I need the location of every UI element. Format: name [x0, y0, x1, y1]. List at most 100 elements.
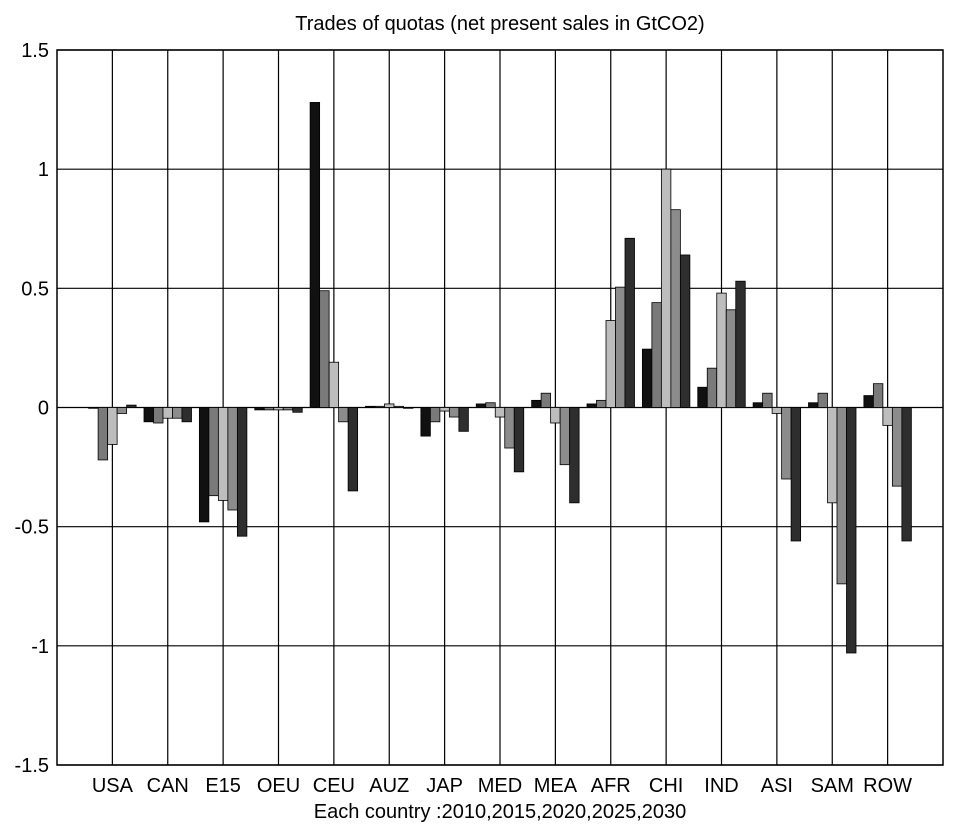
bar-med-5: [513, 407, 525, 473]
x-tick-label: IND: [704, 775, 738, 797]
y-tick-label: -0.5: [15, 517, 49, 539]
bar-sam-5: [846, 407, 857, 654]
bar-auz-3: [384, 403, 395, 408]
bar-oeu-4: [282, 407, 294, 411]
plot-area-frame: [56, 49, 944, 766]
bar-jap-2: [429, 407, 441, 423]
bar-ceu-5: [347, 407, 359, 492]
x-tick-label: OEU: [257, 775, 300, 797]
bar-asi-1: [752, 402, 764, 408]
bar-row-5: [901, 407, 912, 542]
bar-oeu-5: [292, 407, 303, 413]
bar-sam-3: [827, 407, 838, 504]
y-tick-label: 1.5: [21, 40, 49, 62]
chart-title: Trades of quotas (net present sales in G…: [295, 13, 704, 35]
bar-ceu-2: [319, 290, 330, 408]
x-axis-label: Each country :2010,2015,2020,2025,2030: [314, 801, 687, 823]
bar-asi-3: [771, 407, 783, 414]
bar-med-3: [494, 407, 506, 418]
bar-e15-2: [208, 407, 219, 497]
bar-asi-2: [762, 392, 773, 408]
x-tick-label: MEA: [534, 775, 578, 797]
bar-can-5: [181, 407, 192, 423]
bar-afr-1: [586, 403, 597, 408]
x-tick-label: ROW: [863, 775, 912, 797]
x-tick-label: CEU: [313, 775, 355, 797]
bar-afr-3: [605, 320, 616, 408]
y-tick-label: -1: [31, 636, 49, 658]
bar-ceu-1: [309, 102, 321, 408]
x-tick-label: USA: [92, 775, 134, 797]
bar-jap-3: [439, 407, 450, 412]
bar-row-2: [872, 383, 884, 408]
bar-mea-3: [550, 407, 561, 424]
bar-e15-3: [217, 407, 229, 501]
bar-afr-4: [615, 286, 626, 408]
bar-jap-5: [458, 407, 469, 432]
bar-auz-1: [365, 405, 376, 408]
bar-jap-1: [420, 407, 431, 437]
bar-can-2: [153, 407, 164, 424]
bar-sam-1: [808, 402, 819, 408]
x-tick-label: SAM: [811, 775, 854, 797]
bar-can-1: [143, 407, 154, 423]
bar-ind-1: [697, 386, 708, 408]
bar-med-1: [475, 403, 487, 408]
y-tick-label: 0.5: [21, 278, 49, 300]
bar-afr-5: [624, 237, 635, 408]
bar-usa-3: [107, 407, 118, 445]
x-axis-ticks: USA CAN E15 OEU CEU AUZ JAP MED MEA AFR CHI IND ASI S…: [92, 775, 912, 797]
bar-chi-4: [670, 209, 681, 408]
x-tick-label: ASI: [761, 775, 793, 797]
bar-row-3: [882, 407, 893, 426]
bar-e15-5: [236, 407, 248, 537]
bar-chi-1: [641, 348, 653, 408]
bar-mea-1: [531, 399, 542, 408]
bars-layer: [88, 102, 912, 654]
bar-e15-1: [198, 407, 210, 523]
bar-ceu-4: [338, 407, 349, 423]
bar-ind-5: [735, 280, 746, 408]
y-tick-label: 0: [38, 398, 49, 420]
bar-mea-4: [559, 407, 571, 466]
bar-usa-1: [88, 407, 99, 409]
bar-can-4: [172, 407, 183, 419]
x-tick-label: JAP: [426, 775, 463, 797]
x-tick-label: MED: [478, 775, 522, 797]
bar-usa-5: [126, 404, 137, 408]
bar-chi-2: [651, 302, 662, 408]
bar-e15-4: [227, 407, 238, 511]
y-axis-ticks: 1.5 1 0.5 0 -0.5 -1 -1.5: [15, 40, 49, 777]
bar-auz-4: [393, 405, 404, 408]
bar-mea-2: [540, 392, 552, 408]
x-tick-label: AFR: [591, 775, 631, 797]
bar-jap-4: [448, 407, 460, 418]
bar-asi-5: [790, 407, 802, 542]
bar-med-4: [504, 407, 515, 449]
bar-ind-3: [716, 292, 727, 408]
bar-ind-4: [725, 309, 737, 408]
bar-can-3: [162, 407, 173, 419]
bar-auz-5: [403, 407, 414, 409]
x-tick-label: AUZ: [369, 775, 409, 797]
bar-usa-2: [97, 407, 109, 461]
bar-ind-2: [706, 367, 718, 408]
bar-chi-3: [660, 168, 672, 408]
bar-mea-5: [569, 407, 580, 504]
y-tick-label: 1: [38, 159, 49, 181]
bar-oeu-1: [254, 407, 265, 411]
bar-ceu-3: [328, 361, 340, 408]
bar-chi-5: [679, 254, 691, 408]
x-tick-label: E15: [205, 775, 241, 797]
bar-sam-2: [817, 392, 828, 408]
y-tick-label: -1.5: [15, 755, 49, 777]
x-tick-label: CAN: [147, 775, 189, 797]
bar-oeu-2: [263, 407, 275, 411]
bar-row-1: [863, 395, 874, 408]
bar-sam-4: [836, 407, 847, 585]
bar-afr-2: [596, 399, 607, 408]
bar-asi-4: [781, 407, 792, 480]
x-tick-label: CHI: [649, 775, 683, 797]
